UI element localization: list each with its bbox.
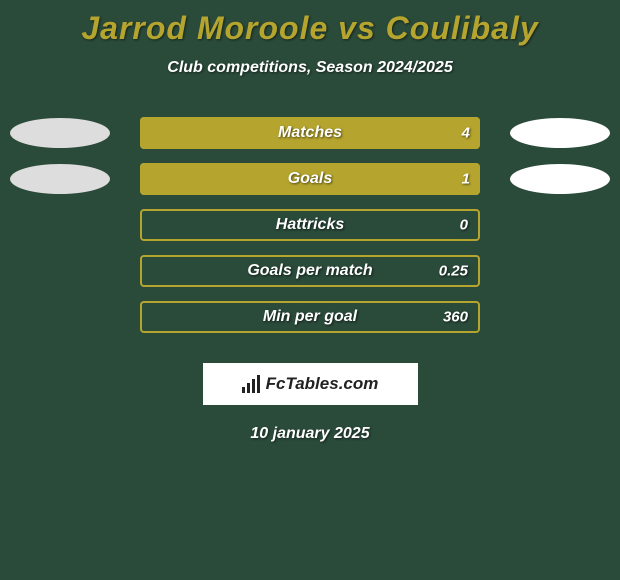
stats-area: Matches 4 Goals 1 Hattricks 0 bbox=[0, 117, 620, 333]
stat-label: Matches bbox=[278, 124, 342, 142]
stat-value: 4 bbox=[462, 125, 470, 142]
stat-value: 0 bbox=[460, 217, 468, 234]
player1-marker bbox=[10, 164, 110, 194]
logo-badge: FcTables.com bbox=[203, 363, 418, 405]
stat-row-matches: Matches 4 bbox=[0, 117, 620, 149]
stat-bar: Min per goal 360 bbox=[140, 301, 480, 333]
logo-text: FcTables.com bbox=[266, 374, 379, 394]
stat-row-goals: Goals 1 bbox=[0, 163, 620, 195]
page-title: Jarrod Moroole vs Coulibaly bbox=[0, 10, 620, 47]
stat-value: 1 bbox=[462, 171, 470, 188]
player1-marker bbox=[10, 118, 110, 148]
subtitle: Club competitions, Season 2024/2025 bbox=[0, 59, 620, 77]
bar-chart-icon bbox=[242, 375, 262, 393]
stat-row-min-per-goal: Min per goal 360 bbox=[0, 301, 620, 333]
stat-bar: Hattricks 0 bbox=[140, 209, 480, 241]
player2-marker bbox=[510, 118, 610, 148]
player2-marker bbox=[510, 164, 610, 194]
stat-row-goals-per-match: Goals per match 0.25 bbox=[0, 255, 620, 287]
stat-label: Min per goal bbox=[263, 308, 357, 326]
stat-bar: Goals 1 bbox=[140, 163, 480, 195]
comparison-infographic: Jarrod Moroole vs Coulibaly Club competi… bbox=[0, 0, 620, 580]
stat-value: 0.25 bbox=[439, 263, 468, 280]
stat-label: Goals bbox=[288, 170, 332, 188]
stat-bar: Matches 4 bbox=[140, 117, 480, 149]
stat-row-hattricks: Hattricks 0 bbox=[0, 209, 620, 241]
stat-label: Goals per match bbox=[247, 262, 372, 280]
stat-label: Hattricks bbox=[276, 216, 344, 234]
stat-bar: Goals per match 0.25 bbox=[140, 255, 480, 287]
date-text: 10 january 2025 bbox=[0, 425, 620, 443]
stat-value: 360 bbox=[443, 309, 468, 326]
